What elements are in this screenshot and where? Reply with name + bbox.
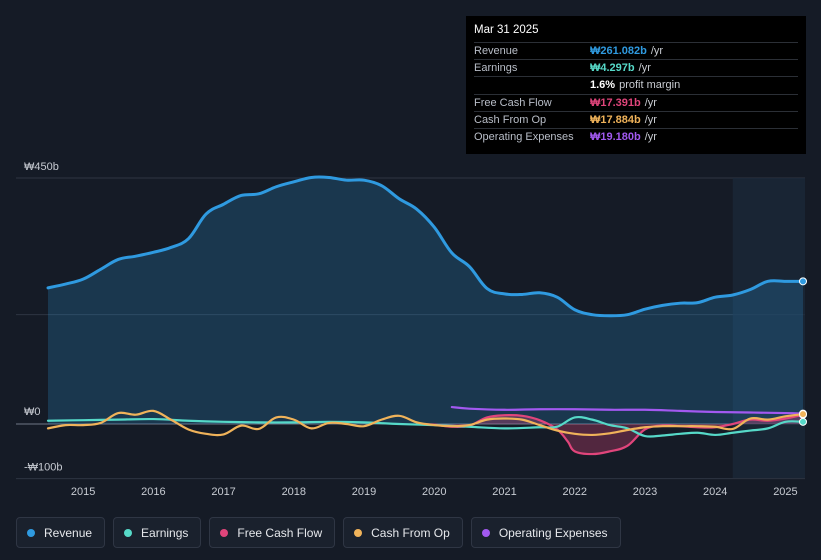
legend-item-operating-expenses[interactable]: Operating Expenses — [470, 517, 621, 548]
tooltip-value: 1.6% — [590, 79, 616, 92]
legend-item-cash-from-op[interactable]: Cash From Op — [343, 517, 463, 548]
legend-item-earnings[interactable]: Earnings — [113, 517, 202, 548]
y-tick-label: ₩0 — [24, 406, 41, 418]
legend-dot-icon — [27, 528, 35, 537]
tooltip-row-operating-expenses: Operating Expenses ₩19.180b /yr — [474, 127, 798, 145]
tooltip-unit: /yr — [644, 113, 657, 126]
legend-dot-icon — [124, 528, 133, 537]
tooltip-unit: /yr — [638, 62, 651, 75]
tooltip-row-cash-from-op: Cash From Op ₩17.884b /yr — [474, 110, 798, 128]
legend: Revenue Earnings Free Cash Flow Cash Fro… — [16, 517, 621, 549]
operating-expenses-line — [450, 405, 805, 415]
tooltip-label: Free Cash Flow — [474, 96, 552, 109]
y-tick-label: -₩100b — [24, 462, 63, 474]
x-tick-label: 2021 — [492, 486, 516, 498]
tooltip-date: Mar 31 2025 — [474, 24, 539, 36]
y-tick-label: ₩450b — [24, 161, 59, 173]
tooltip-label: Operating Expenses — [474, 131, 574, 144]
tooltip-label: Revenue — [474, 45, 519, 58]
x-tick-label: 2018 — [282, 486, 306, 498]
tooltip-unit: /yr — [644, 131, 657, 144]
legend-dot-icon — [220, 528, 229, 537]
cash-from-op-end-marker — [799, 410, 807, 419]
tooltip-value: ₩261.082b — [590, 45, 647, 58]
tooltip-row-revenue: Revenue ₩261.082b /yr — [474, 42, 798, 59]
x-tick-label: 2025 — [773, 486, 797, 498]
legend-label: Cash From Op — [371, 525, 450, 540]
earnings-end-marker — [799, 417, 807, 426]
legend-dot-icon — [481, 528, 490, 537]
tooltip-panel: Mar 31 2025 Revenue ₩261.082b /yr Earnin… — [466, 16, 806, 154]
x-tick-label: 2015 — [71, 486, 95, 498]
tooltip-unit: /yr — [650, 45, 664, 58]
x-tick-label: 2022 — [563, 486, 587, 498]
x-tick-label: 2020 — [422, 486, 446, 498]
tooltip-unit: profit margin — [619, 79, 681, 92]
legend-dot-icon — [354, 528, 363, 537]
tooltip-value: ₩17.391b — [590, 96, 641, 109]
free-cash-flow-line — [415, 413, 805, 456]
revenue-end-marker — [799, 277, 807, 286]
tooltip-row-earnings: Earnings ₩4.297b /yr — [474, 59, 798, 76]
legend-label: Free Cash Flow — [237, 525, 323, 540]
revenue-line — [46, 175, 805, 318]
tooltip-row-profit-margin: 1.6% profit margin — [474, 76, 798, 93]
x-tick-label: 2016 — [141, 486, 165, 498]
cash-from-op-line — [46, 409, 805, 437]
tooltip-row-free-cash-flow: Free Cash Flow ₩17.391b /yr — [474, 93, 798, 111]
legend-item-free-cash-flow[interactable]: Free Cash Flow — [209, 517, 336, 548]
x-tick-label: 2024 — [703, 486, 727, 498]
x-tick-label: 2019 — [352, 486, 376, 498]
tooltip-unit: /yr — [644, 96, 657, 109]
legend-label: Earnings — [141, 525, 189, 540]
legend-label: Revenue — [44, 525, 93, 540]
tooltip-value: ₩19.180b — [590, 131, 641, 144]
x-tick-label: 2023 — [633, 486, 657, 498]
axes: ₩450b ₩0 -₩100b 2015 2016 2017 2018 2019 2020 202… — [24, 161, 798, 498]
tooltip-label: Cash From Op — [474, 113, 547, 126]
tooltip-label: Earnings — [474, 62, 518, 75]
revenue-area — [48, 176, 803, 424]
tooltip-value: ₩17.884b — [590, 113, 641, 126]
legend-item-revenue[interactable]: Revenue — [16, 517, 106, 548]
tooltip-value: ₩4.297b — [590, 62, 635, 75]
legend-label: Operating Expenses — [498, 525, 608, 540]
x-tick-label: 2017 — [211, 486, 235, 498]
series-group — [46, 175, 807, 456]
